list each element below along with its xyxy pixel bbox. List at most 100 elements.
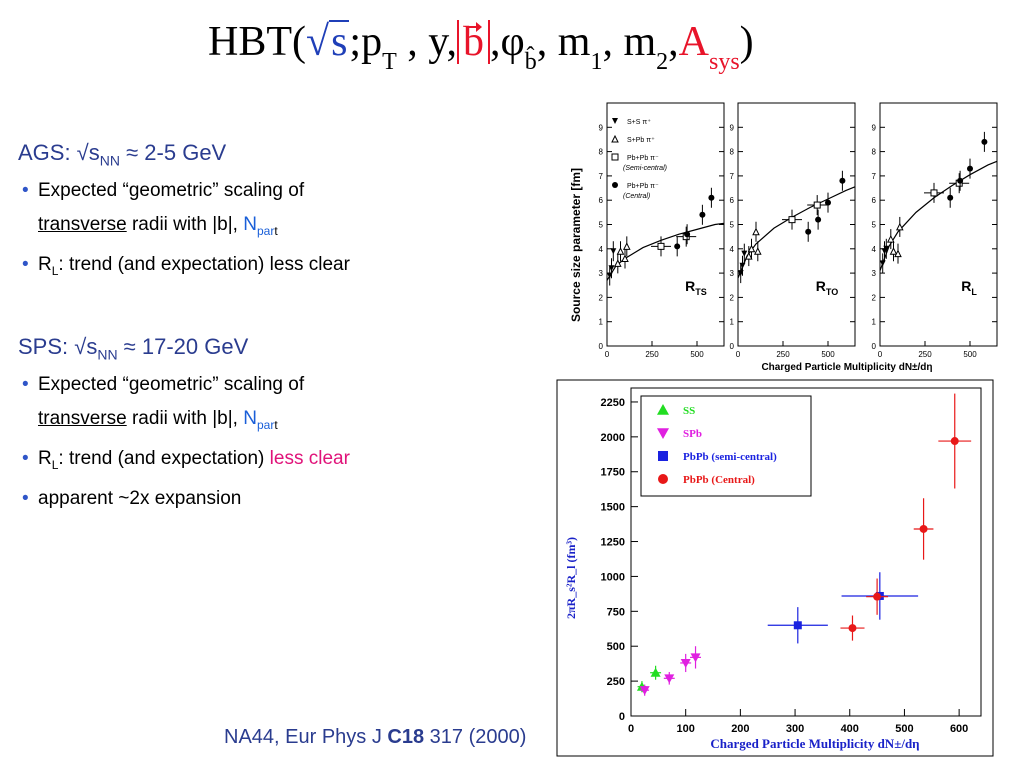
ags-bullet-1: Expected “geometric” scaling of transver…: [22, 174, 508, 248]
ytick-label: 750: [607, 606, 625, 618]
ytick-label: 2000: [601, 432, 625, 444]
title-m2: , m: [602, 19, 657, 65]
ytick-label: 5: [599, 221, 604, 230]
spb-point: [613, 259, 622, 267]
ytick-label: 2250: [601, 397, 625, 409]
legend-label: SS: [683, 405, 695, 417]
ytick-label: 7: [872, 172, 877, 181]
pbpb-semi-point: [813, 201, 821, 209]
ss-point: [610, 248, 617, 255]
legend-marker: [657, 404, 669, 415]
ss-point: [741, 250, 748, 257]
title-comma: ,: [668, 19, 679, 65]
panel-label-sub: TS: [695, 287, 707, 297]
legend-marker: [658, 474, 668, 484]
ytick-label: 7: [730, 172, 735, 181]
xtick-label: 500: [690, 350, 704, 359]
ytick-label: 250: [607, 676, 625, 688]
title-m2-sub: 2: [656, 49, 669, 75]
legend-marker: [611, 153, 619, 161]
data-point: [950, 437, 959, 446]
ytick-label: 6: [730, 196, 735, 205]
pbpb-semi-point: [788, 216, 796, 224]
ytick-label: 9: [872, 123, 877, 132]
volume-chart: 2πR_s²R_l (fm³) Charged Particle Multipl…: [556, 379, 994, 757]
ss-point: [739, 262, 746, 269]
xtick-label: 250: [645, 350, 659, 359]
ytick-label: 0: [599, 342, 604, 351]
xtick-label: 0: [736, 350, 741, 359]
pbpb-central-point: [981, 138, 988, 145]
title-p-sub: T: [382, 49, 397, 75]
citation: NA44, Eur Phys J C18 317 (2000): [224, 726, 527, 748]
xtick-label: 400: [841, 723, 859, 735]
data-point: [680, 658, 691, 668]
ags-section: AGS: √sNN ≈ 2-5 GeV Expected “geometric”…: [18, 140, 508, 288]
ytick-label: 7: [599, 172, 604, 181]
xtick-label: 250: [776, 350, 790, 359]
legend-label: Pb+Pb π⁻: [627, 183, 659, 190]
pbpb-central-point: [684, 231, 691, 238]
panel-label-sub: L: [971, 287, 977, 297]
title-p: p: [361, 19, 383, 65]
hbt-radii-chart: Source size parameter [fm] Charged Parti…: [569, 102, 998, 373]
data-point: [873, 592, 882, 601]
ytick-label: 6: [872, 196, 877, 205]
ytick-label: 4: [872, 245, 877, 254]
ss-point: [879, 260, 886, 267]
ytick-label: 1: [730, 318, 735, 327]
legend-label: S+S π⁺: [627, 119, 651, 126]
data-point: [664, 674, 675, 684]
pbpb-central-point: [967, 165, 973, 172]
top-xlabel: Charged Particle Multiplicity dN±/dη: [761, 362, 932, 373]
legend-marker: [612, 118, 618, 124]
ytick-label: 1500: [601, 502, 625, 514]
bottom-ylabel: 2πR_s²R_l (fm³): [564, 537, 578, 619]
legend-label: SPb: [683, 428, 702, 440]
title-phi-sub: b̂: [524, 49, 537, 75]
ytick-label: 3: [872, 269, 877, 278]
panel-label-sub: TO: [826, 287, 838, 297]
xtick-label: 0: [628, 723, 634, 735]
legend-marker: [658, 451, 668, 461]
pbpb-central-point: [839, 177, 846, 184]
data-point: [639, 686, 650, 696]
pbpb-semi-point: [930, 189, 938, 197]
spb-point: [889, 247, 898, 255]
ytick-label: 8: [730, 148, 735, 157]
top-ylabel: Source size parameter [fm]: [569, 168, 583, 322]
legend-note: (Central): [623, 193, 650, 200]
title-sep: ;: [349, 19, 362, 65]
sps-heading: SPS: √sNN ≈ 17-20 GeV: [18, 334, 249, 363]
ytick-label: 2: [730, 293, 735, 302]
legend-box: [640, 395, 812, 497]
data-point: [793, 621, 802, 630]
pbpb-central-point: [947, 194, 954, 201]
sps-bullet-1: Expected “geometric” scaling of transver…: [22, 368, 508, 442]
ags-bullet-2: RL: trend (and expectation) less clear: [22, 248, 508, 288]
slide-title: HBT(√s;pT , y, b ,φb̂, m1, m2,Asys): [208, 18, 848, 88]
pbpb-central-point: [708, 194, 715, 201]
title-s: s: [329, 19, 350, 65]
title-mid: , y,: [396, 19, 458, 65]
legend-note: (Semi-central): [623, 165, 667, 172]
spb-point: [752, 227, 760, 236]
sps-bullet-2: RL: trend (and expectation) less clear: [22, 442, 508, 482]
spb-point: [621, 254, 629, 263]
panel-frame-1: [737, 102, 856, 347]
xtick-label: 0: [878, 350, 883, 359]
sps-section: SPS: √sNN ≈ 17-20 GeV Expected “geometri…: [18, 334, 508, 516]
panel-frame-2: [879, 102, 998, 347]
ytick-label: 4: [599, 245, 604, 254]
ss-point: [608, 265, 615, 272]
xtick-label: 600: [950, 723, 968, 735]
ytick-label: 1000: [601, 571, 625, 583]
pbpb-central-point: [674, 243, 681, 250]
title-after-b: ,: [490, 19, 501, 65]
title-b: b: [463, 19, 485, 65]
ytick-label: 500: [607, 641, 625, 653]
panel-frame-0: [606, 102, 725, 347]
spb-point: [753, 247, 762, 255]
ytick-label: 8: [599, 148, 604, 157]
xtick-label: 250: [918, 350, 932, 359]
